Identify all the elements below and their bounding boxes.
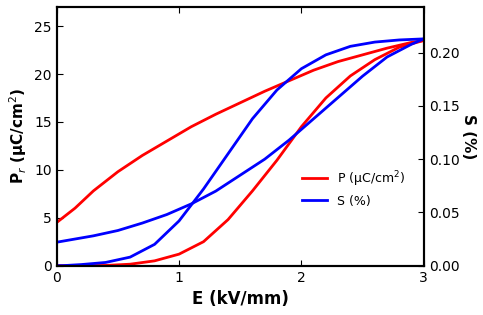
- Y-axis label: P$_r$ (μC/cm$^2$): P$_r$ (μC/cm$^2$): [7, 88, 28, 185]
- Y-axis label: S (%): S (%): [461, 114, 476, 159]
- X-axis label: E (kV/mm): E (kV/mm): [192, 290, 289, 308]
- Legend: P (μC/cm$^2$), S (%): P (μC/cm$^2$), S (%): [297, 164, 410, 213]
